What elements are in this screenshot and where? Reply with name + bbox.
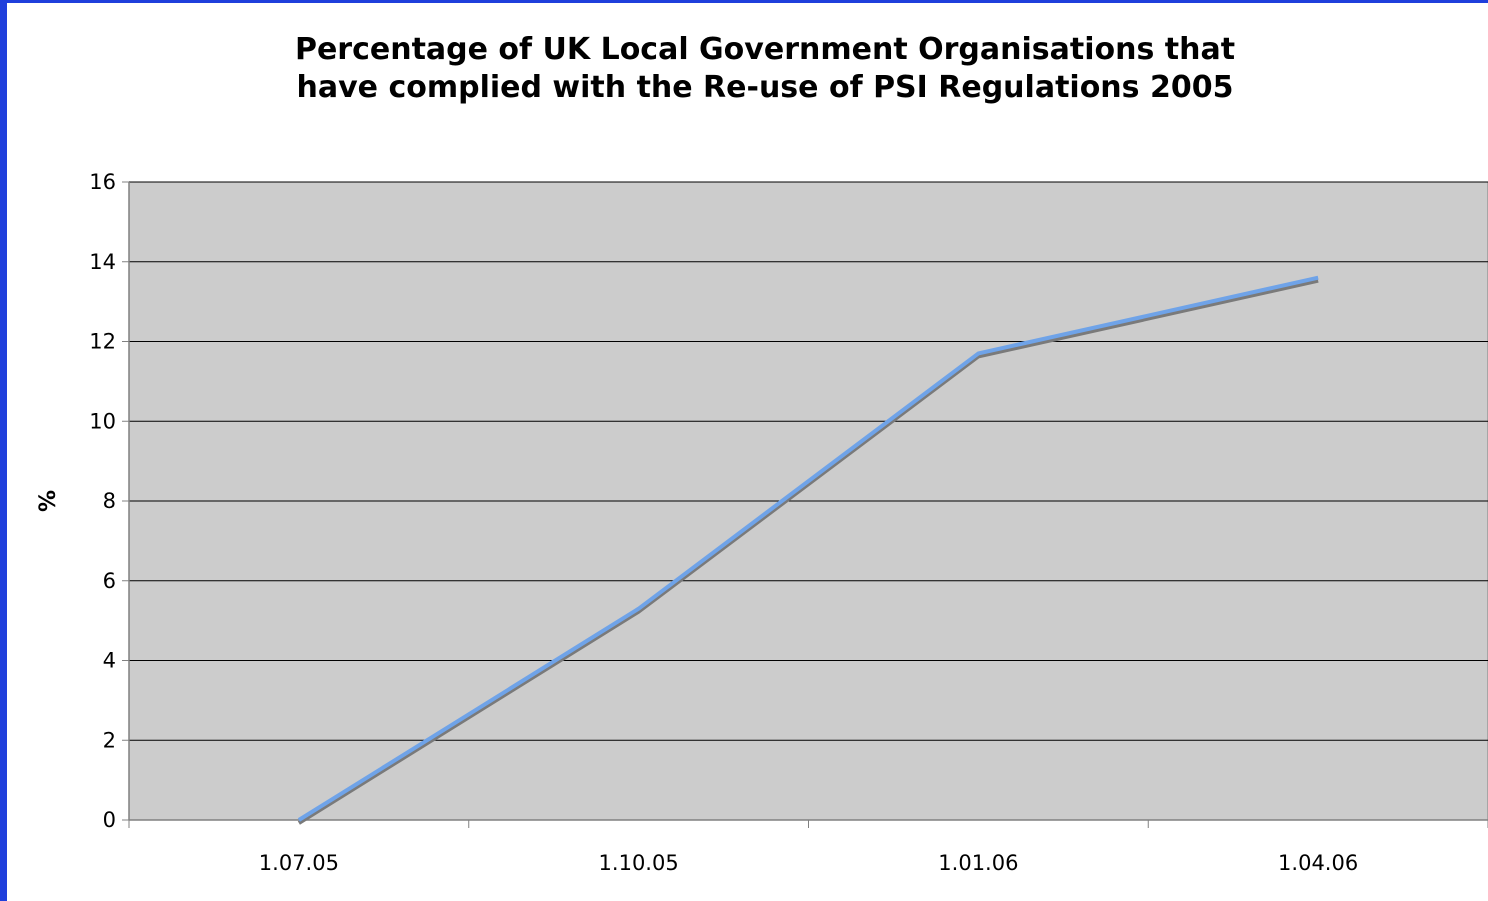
chart-title: Percentage of UK Local Government Organi… bbox=[294, 32, 1236, 105]
x-tick-label-1.04.06: 1.04.06 bbox=[1278, 851, 1358, 875]
y-tick-label-0: 0 bbox=[103, 808, 116, 832]
y-tick-label-14: 14 bbox=[89, 250, 116, 274]
y-axis-label: % bbox=[36, 490, 61, 512]
gridlines bbox=[129, 181, 1488, 741]
x-tick-label-1.10.05: 1.10.05 bbox=[599, 851, 679, 875]
y-tick-label-6: 6 bbox=[103, 569, 116, 593]
y-tick-label-16: 16 bbox=[89, 170, 116, 194]
x-axis-ticks: 1.07.05 1.10.05 1.01.06 1.04.06 bbox=[128, 820, 1488, 875]
x-tick-label-1.07.05: 1.07.05 bbox=[259, 851, 339, 875]
series-0-line bbox=[297, 275, 1319, 822]
y-axis-ticks: 0 2 4 6 8 10 12 14 16 bbox=[89, 170, 129, 832]
y-tick-label-4: 4 bbox=[103, 649, 116, 673]
y-tick-label-2: 2 bbox=[103, 728, 116, 752]
series-lines bbox=[297, 275, 1319, 825]
y-tick-label-10: 10 bbox=[89, 409, 116, 433]
y-tick-label-12: 12 bbox=[89, 330, 116, 354]
series-0-shadow bbox=[297, 278, 1319, 825]
y-tick-label-8: 8 bbox=[103, 489, 116, 513]
x-tick-label-1.01.06: 1.01.06 bbox=[938, 851, 1018, 875]
